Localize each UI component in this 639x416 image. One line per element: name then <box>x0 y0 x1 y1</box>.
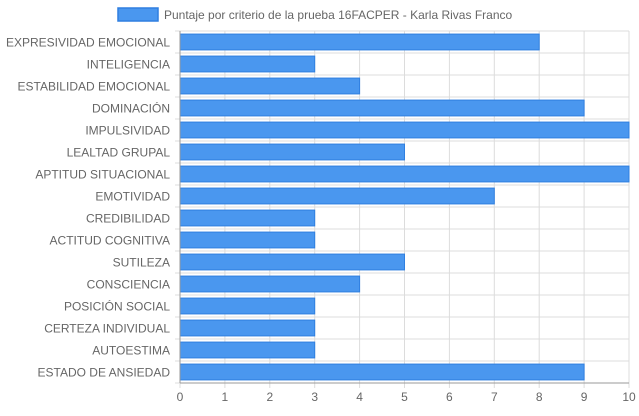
category-label: SUTILEZA <box>113 256 170 270</box>
axes <box>179 31 629 384</box>
bar-inteligencia[interactable] <box>179 55 316 73</box>
category-label: DOMINACIÓN <box>92 101 170 116</box>
x-tick-label: 9 <box>581 390 588 404</box>
x-tick-label: 3 <box>311 390 318 404</box>
category-label: ESTADO DE ANSIEDAD <box>38 366 171 380</box>
category-label: EMOTIVIDAD <box>95 190 170 204</box>
grid <box>175 30 630 388</box>
bar-posición-social[interactable] <box>179 297 316 315</box>
x-tick-label: 0 <box>177 390 184 404</box>
x-tick-label: 8 <box>536 390 543 404</box>
x-tick-label: 7 <box>491 390 498 404</box>
category-label: CREDIBILIDAD <box>86 212 170 226</box>
bar-autoestima[interactable] <box>179 341 316 359</box>
bar-dominación[interactable] <box>179 99 585 117</box>
bar-actitud-cognitiva[interactable] <box>179 231 316 249</box>
bar-expresividad-emocional[interactable] <box>179 33 540 51</box>
category-label: ACTITUD COGNITIVA <box>50 234 170 248</box>
category-label: POSICIÓN SOCIAL <box>64 299 170 314</box>
category-label: ESTABILIDAD EMOCIONAL <box>18 80 171 94</box>
bar-impulsividad[interactable] <box>179 121 630 139</box>
category-label: INTELIGENCIA <box>87 58 170 72</box>
legend-swatch <box>117 7 159 22</box>
category-label: LEALTAD GRUPAL <box>67 146 171 160</box>
bar-estabilidad-emocional[interactable] <box>179 77 361 95</box>
bar-estado-de-ansiedad[interactable] <box>179 363 585 381</box>
x-tick-label: 5 <box>401 390 408 404</box>
bar-consciencia[interactable] <box>179 275 361 293</box>
category-label: EXPRESIVIDAD EMOCIONAL <box>6 36 170 50</box>
category-label: CERTEZA INDIVIDUAL <box>44 322 170 336</box>
legend-label: Puntaje por criterio de la prueba 16FACP… <box>164 8 512 22</box>
category-label: CONSCIENCIA <box>87 278 170 292</box>
bar-credibilidad[interactable] <box>179 209 316 227</box>
bar-emotividad[interactable] <box>179 187 495 205</box>
category-label: APTITUD SITUACIONAL <box>35 168 170 182</box>
bar-certeza-individual[interactable] <box>179 319 316 337</box>
category-label: IMPULSIVIDAD <box>85 124 170 138</box>
x-tick-label: 1 <box>222 390 229 404</box>
bar-lealtad-grupal[interactable] <box>179 143 405 161</box>
x-tick-labels: 0 1 2 3 4 5 6 7 8 9 10 <box>177 390 636 404</box>
x-tick-label: 4 <box>356 390 363 404</box>
x-tick-label: 6 <box>446 390 453 404</box>
legend[interactable]: Puntaje por criterio de la prueba 16FACP… <box>117 7 512 22</box>
bar-sutileza[interactable] <box>179 253 405 271</box>
bar-aptitud-situacional[interactable] <box>179 165 630 183</box>
x-tick-label: 2 <box>266 390 273 404</box>
category-label: AUTOESTIMA <box>92 344 170 358</box>
x-tick-label: 10 <box>622 390 636 404</box>
category-labels: EXPRESIVIDAD EMOCIONAL INTELIGENCIA ESTABI… <box>6 36 170 380</box>
